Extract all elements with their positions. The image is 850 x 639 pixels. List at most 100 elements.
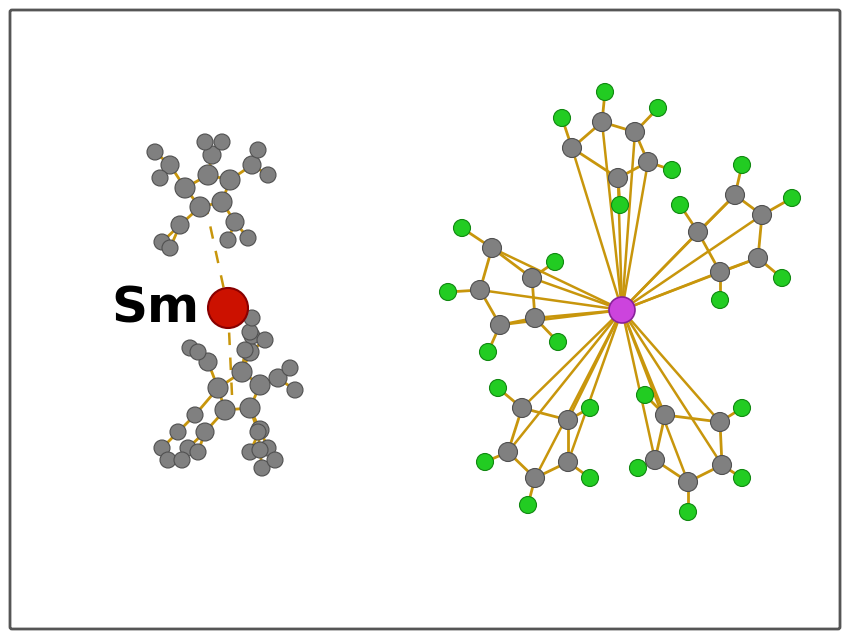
Circle shape: [547, 254, 564, 270]
Circle shape: [240, 398, 260, 418]
Circle shape: [190, 344, 206, 360]
Circle shape: [592, 112, 611, 132]
Circle shape: [203, 146, 221, 164]
Circle shape: [513, 399, 531, 417]
Circle shape: [774, 270, 790, 286]
Circle shape: [655, 406, 675, 424]
Circle shape: [749, 249, 768, 268]
Circle shape: [711, 291, 728, 309]
Circle shape: [190, 444, 206, 460]
Circle shape: [752, 206, 772, 224]
Circle shape: [784, 190, 801, 206]
Circle shape: [490, 380, 507, 397]
Circle shape: [208, 378, 228, 398]
Circle shape: [220, 170, 240, 190]
Circle shape: [549, 334, 566, 351]
Circle shape: [257, 332, 273, 348]
Circle shape: [154, 234, 170, 250]
Circle shape: [154, 440, 170, 456]
Circle shape: [198, 165, 218, 185]
Circle shape: [243, 156, 261, 174]
Circle shape: [558, 410, 577, 429]
Circle shape: [267, 452, 283, 468]
Circle shape: [161, 156, 179, 174]
Circle shape: [260, 167, 276, 183]
Circle shape: [226, 213, 244, 231]
Circle shape: [626, 123, 644, 141]
Circle shape: [174, 452, 190, 468]
Circle shape: [242, 444, 258, 460]
Circle shape: [664, 162, 681, 178]
Circle shape: [498, 442, 518, 461]
Circle shape: [170, 424, 186, 440]
Circle shape: [147, 144, 163, 160]
Circle shape: [712, 456, 732, 475]
Circle shape: [250, 142, 266, 158]
Circle shape: [454, 220, 471, 236]
Circle shape: [711, 413, 729, 431]
Circle shape: [471, 281, 490, 300]
Circle shape: [214, 134, 230, 150]
Circle shape: [212, 192, 232, 212]
Circle shape: [490, 316, 509, 334]
Circle shape: [250, 375, 270, 395]
Circle shape: [215, 400, 235, 420]
Circle shape: [175, 178, 195, 198]
Circle shape: [734, 399, 751, 417]
Circle shape: [237, 342, 253, 358]
Circle shape: [611, 197, 628, 213]
Circle shape: [519, 497, 536, 514]
Circle shape: [649, 100, 666, 116]
Circle shape: [251, 421, 269, 439]
Circle shape: [220, 232, 236, 248]
Circle shape: [196, 423, 214, 441]
Circle shape: [525, 309, 545, 328]
Circle shape: [563, 139, 581, 157]
Circle shape: [244, 310, 260, 326]
Circle shape: [187, 407, 203, 423]
Circle shape: [679, 504, 696, 521]
Circle shape: [734, 470, 751, 486]
Circle shape: [240, 230, 256, 246]
Circle shape: [250, 424, 266, 440]
Circle shape: [477, 454, 494, 470]
Circle shape: [688, 222, 707, 242]
Circle shape: [439, 284, 456, 300]
Circle shape: [287, 382, 303, 398]
Circle shape: [208, 288, 248, 328]
Circle shape: [232, 362, 252, 382]
Circle shape: [199, 353, 217, 371]
Circle shape: [581, 470, 598, 486]
Circle shape: [581, 399, 598, 417]
Circle shape: [726, 185, 745, 204]
Circle shape: [171, 216, 189, 234]
Circle shape: [645, 450, 665, 470]
Circle shape: [160, 452, 176, 468]
Circle shape: [558, 452, 577, 472]
Circle shape: [242, 324, 258, 340]
Circle shape: [609, 169, 627, 187]
Circle shape: [630, 459, 647, 477]
Circle shape: [190, 197, 210, 217]
Circle shape: [523, 268, 541, 288]
Circle shape: [609, 297, 635, 323]
Circle shape: [244, 328, 260, 344]
Circle shape: [197, 134, 213, 150]
Circle shape: [637, 387, 654, 403]
Circle shape: [479, 344, 496, 360]
Circle shape: [672, 197, 688, 213]
Circle shape: [254, 460, 270, 476]
Circle shape: [269, 369, 287, 387]
Circle shape: [525, 468, 545, 488]
Circle shape: [678, 472, 698, 491]
Circle shape: [597, 84, 614, 100]
Circle shape: [162, 240, 178, 256]
Circle shape: [152, 170, 168, 186]
Circle shape: [282, 360, 298, 376]
Circle shape: [553, 109, 570, 127]
Circle shape: [260, 440, 276, 456]
Circle shape: [182, 340, 198, 356]
Text: Sm: Sm: [111, 284, 199, 332]
Circle shape: [711, 263, 729, 282]
Circle shape: [483, 238, 502, 258]
